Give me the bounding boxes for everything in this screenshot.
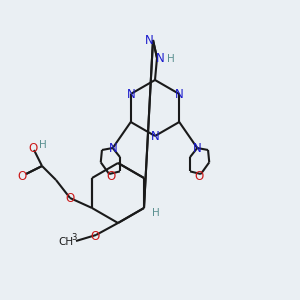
- Text: O: O: [17, 169, 27, 182]
- Text: N: N: [156, 52, 164, 65]
- Text: H: H: [39, 140, 47, 150]
- Text: N: N: [108, 142, 117, 154]
- Text: O: O: [90, 230, 100, 242]
- Text: CH: CH: [58, 237, 74, 247]
- Text: H: H: [152, 208, 160, 218]
- Text: N: N: [193, 142, 202, 154]
- Text: H: H: [167, 54, 175, 64]
- Text: N: N: [175, 88, 184, 100]
- Text: 3: 3: [71, 232, 77, 242]
- Text: O: O: [106, 169, 116, 182]
- Text: N: N: [126, 88, 135, 100]
- Text: O: O: [28, 142, 38, 155]
- Text: O: O: [194, 169, 203, 182]
- Text: O: O: [65, 193, 75, 206]
- Text: N: N: [151, 130, 159, 142]
- Text: N: N: [145, 34, 153, 46]
